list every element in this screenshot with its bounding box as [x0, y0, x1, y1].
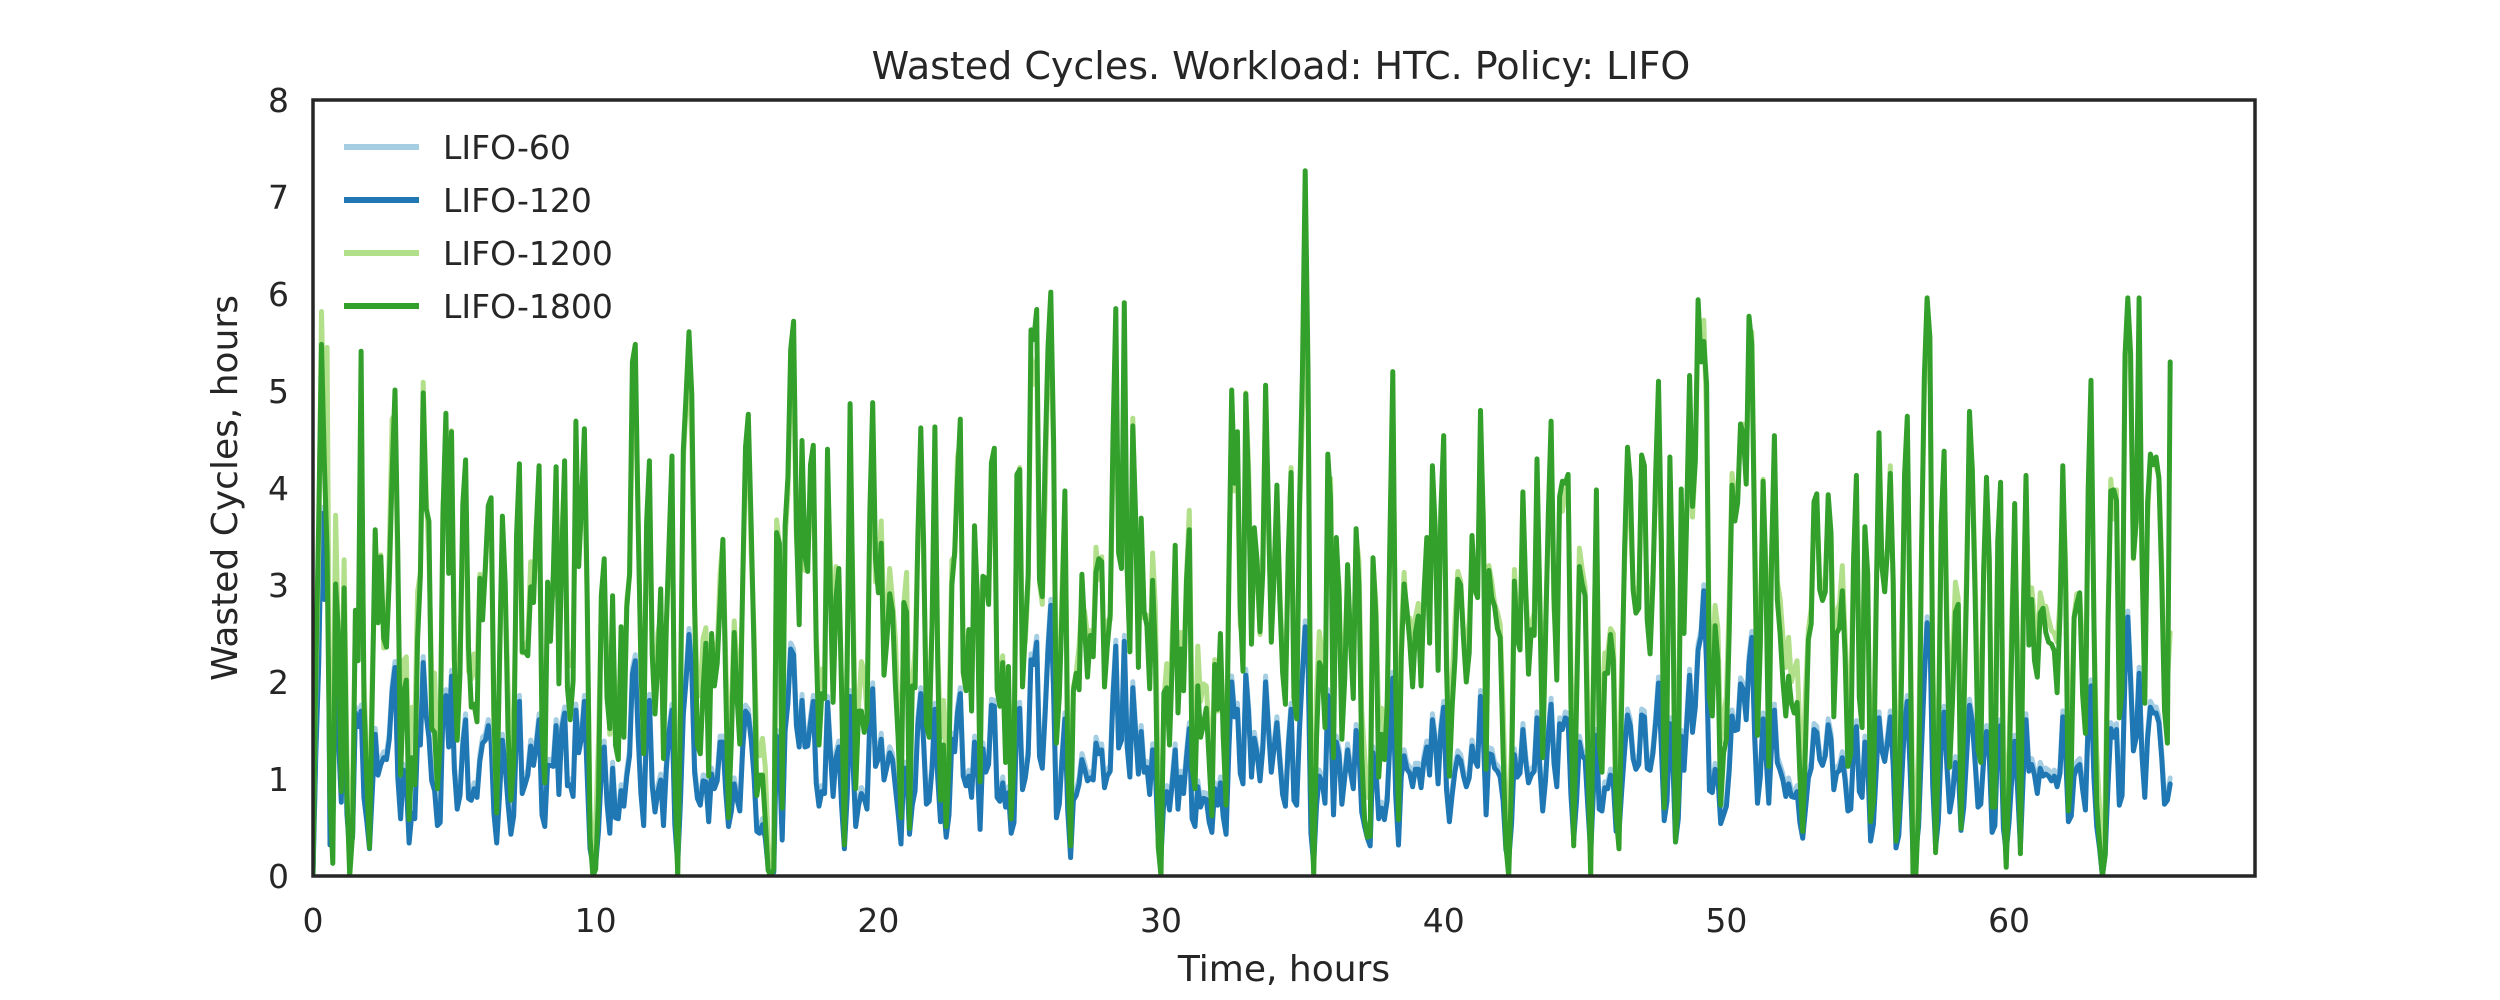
- x-tick-label: 50: [1705, 901, 1747, 940]
- series-layer: [313, 168, 2173, 876]
- y-tick-label: 0: [268, 857, 289, 896]
- chart-title: Wasted Cycles. Workload: HTC. Policy: LI…: [872, 44, 1691, 88]
- y-tick-label: 1: [268, 760, 289, 799]
- x-tick-label: 40: [1423, 901, 1465, 940]
- y-tick-label: 5: [268, 372, 289, 411]
- series-line-lifo-120: [313, 421, 2173, 876]
- x-tick-label: 30: [1140, 901, 1182, 940]
- x-tick-label: 10: [575, 901, 617, 940]
- x-tick-label: 60: [1988, 901, 2030, 940]
- x-axis-label: Time, hours: [1177, 949, 1390, 990]
- series-line-lifo-1800: [313, 168, 2173, 876]
- x-tick-label: 0: [303, 901, 324, 940]
- legend-label-lifo-60: LIFO-60: [443, 128, 571, 167]
- x-tick-label: 20: [857, 901, 899, 940]
- y-tick-label: 4: [268, 469, 289, 508]
- y-tick-label: 7: [268, 178, 289, 217]
- legend-label-lifo-120: LIFO-120: [443, 181, 592, 220]
- y-tick-label: 6: [268, 275, 289, 314]
- y-tick-label: 3: [268, 566, 289, 605]
- legend-label-lifo-1200: LIFO-1200: [443, 234, 613, 273]
- y-axis-ticks: 0 1 2 3 4 5 6 7 8: [268, 81, 289, 896]
- x-axis-ticks: 0 10 20 30 40 50 60: [303, 901, 2031, 940]
- plot-frame: [311, 98, 2257, 878]
- legend: LIFO-60 LIFO-120 LIFO-1200 LIFO-1800: [344, 128, 613, 326]
- legend-label-lifo-1800: LIFO-1800: [443, 287, 613, 326]
- y-tick-label: 2: [268, 663, 289, 702]
- plot-area: [311, 98, 2257, 878]
- y-axis-label: Wasted Cycles, hours: [205, 295, 246, 681]
- y-tick-label: 8: [268, 81, 289, 120]
